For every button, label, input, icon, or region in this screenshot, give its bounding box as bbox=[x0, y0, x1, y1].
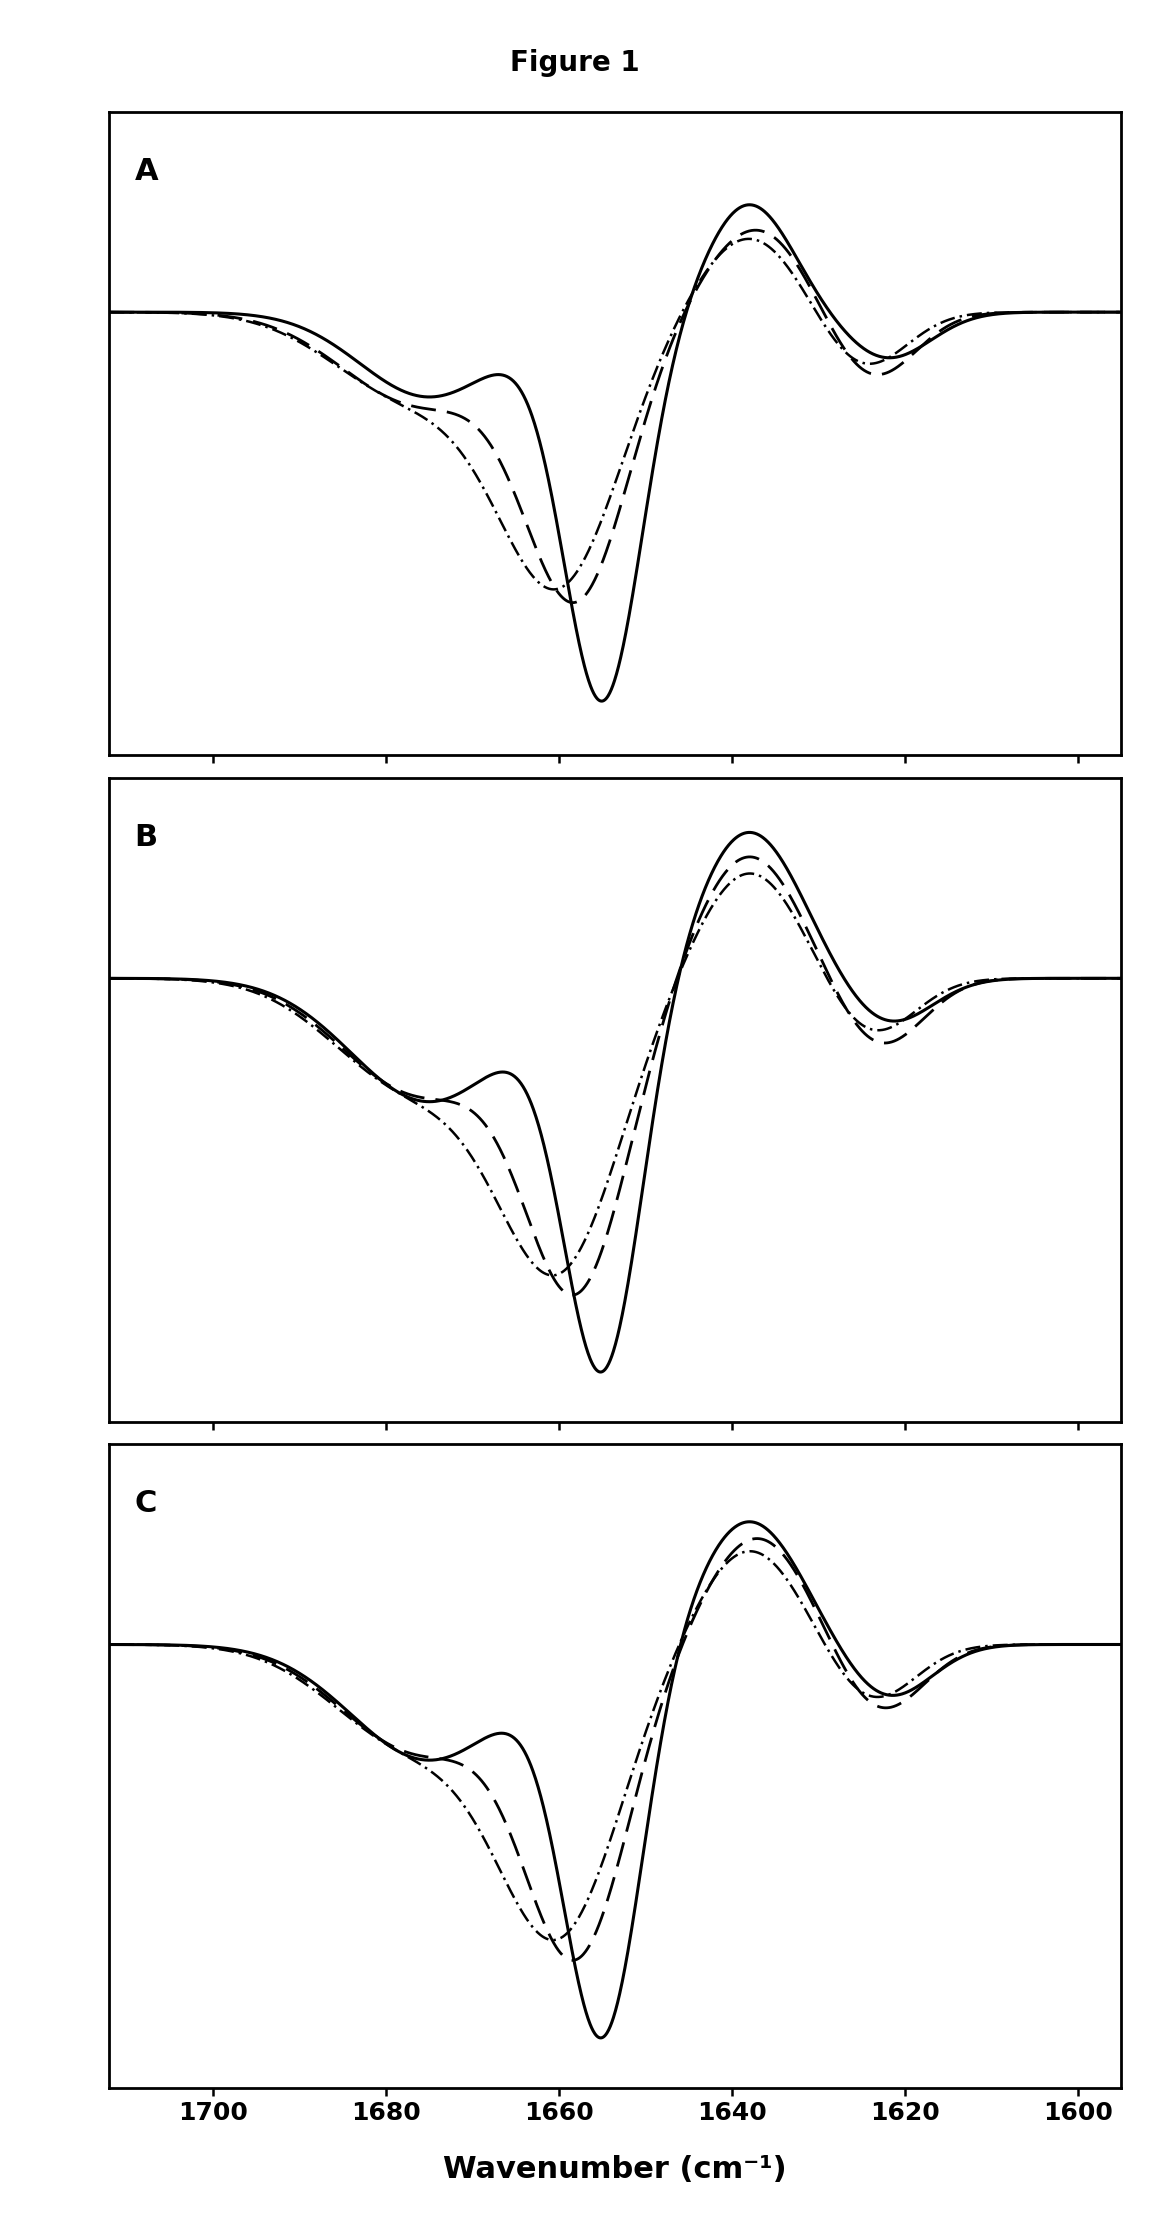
Text: Wavenumber (cm⁻¹): Wavenumber (cm⁻¹) bbox=[444, 2155, 787, 2184]
Text: A: A bbox=[135, 156, 159, 185]
Text: C: C bbox=[135, 1489, 156, 1518]
Text: B: B bbox=[135, 824, 158, 853]
Text: Figure 1: Figure 1 bbox=[511, 49, 639, 78]
